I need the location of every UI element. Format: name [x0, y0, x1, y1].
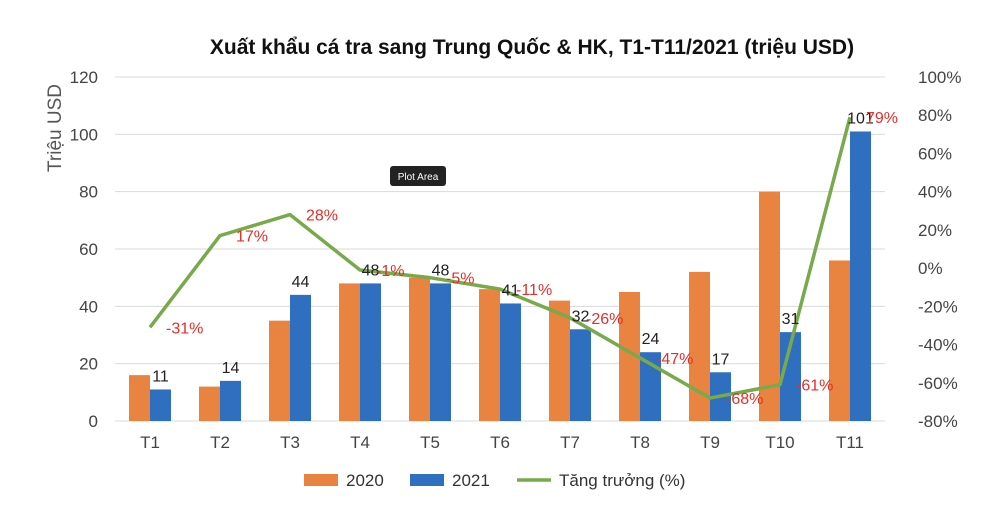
bar-2021-label: 11 — [152, 368, 169, 385]
growth-label: -31% — [166, 320, 203, 337]
x-tick-label: T1 — [140, 433, 160, 452]
bar-2020 — [339, 283, 360, 421]
growth-line — [148, 116, 852, 400]
growth-label: -1% — [376, 263, 404, 280]
legend: 2020 2021 Tăng trưởng (%) — [304, 471, 685, 490]
bar-2021-label: 31 — [782, 311, 800, 328]
x-tick-label: T9 — [700, 433, 720, 452]
x-tick-label: T6 — [490, 433, 510, 452]
bar-2021-label: 41 — [502, 282, 520, 299]
y-tick-label: 100 — [70, 125, 98, 144]
bar-2020 — [759, 191, 780, 421]
bar-2021-label: 101 — [847, 110, 874, 127]
data-labels: 11 14 44 48 48 41 32 24 17 31 101 -31% 17% 28% -1% -5% -… — [152, 110, 898, 408]
bar-2020 — [829, 260, 850, 421]
bar-2020 — [409, 277, 430, 421]
y-tick-label: 80 — [79, 183, 98, 202]
x-tick-label: T3 — [280, 433, 300, 452]
x-tick-label: T4 — [350, 433, 370, 452]
bar-2021 — [360, 283, 381, 421]
bar-2020 — [619, 292, 640, 421]
bar-2021 — [220, 380, 241, 421]
x-tick-label: T5 — [420, 433, 440, 452]
legend-swatch — [410, 474, 444, 486]
legend-label: 2021 — [452, 471, 490, 490]
bar-2020 — [129, 375, 150, 421]
y2-tick-label: -20% — [918, 297, 958, 316]
bar-2021-label: 48 — [432, 262, 450, 279]
bar-2021-label: 48 — [362, 262, 380, 279]
axes: 0 20 40 60 80 100 120 -80% -60% -40% -20% 0% 20% 40% 6… — [70, 68, 962, 452]
bar-2020 — [479, 289, 500, 421]
x-tick-label: T8 — [630, 433, 650, 452]
bar-2021 — [500, 303, 521, 421]
y2-tick-label: -80% — [918, 412, 958, 431]
bar-2021 — [780, 332, 801, 421]
growth-label: 17% — [236, 229, 268, 246]
y-axis-title: Triệu USD — [45, 84, 66, 172]
bar-2021 — [640, 352, 661, 421]
y-tick-label: 120 — [70, 68, 98, 87]
bar-2021 — [430, 283, 451, 421]
y-tick-label: 0 — [89, 412, 98, 431]
y-tick-label: 20 — [79, 355, 98, 374]
growth-label: -5% — [446, 271, 474, 288]
growth-label: -11% — [516, 282, 552, 299]
y2-tick-label: -40% — [918, 336, 958, 355]
bar-2021 — [290, 294, 311, 421]
growth-label: 28% — [306, 208, 338, 225]
y2-tick-label: -60% — [918, 374, 958, 393]
chart-title: Xuất khẩu cá tra sang Trung Quốc & HK, T… — [210, 36, 854, 59]
bar-2021-label: 32 — [572, 308, 590, 325]
x-tick-label: T10 — [765, 433, 794, 452]
y-tick-label: 60 — [79, 240, 98, 259]
bar-2021 — [150, 389, 171, 421]
growth-label: -61% — [796, 378, 833, 395]
growth-label: -68% — [726, 391, 763, 408]
bar-2021-label: 14 — [222, 360, 240, 377]
growth-label: -26% — [586, 311, 623, 328]
x-tick-label: T7 — [560, 433, 580, 452]
y2-tick-label: 20% — [918, 221, 952, 240]
y2-tick-label: 80% — [918, 106, 952, 125]
legend-swatch — [304, 474, 338, 486]
legend-label: Tăng trưởng (%) — [559, 471, 685, 490]
legend-label: 2020 — [346, 471, 384, 490]
bar-2021-label: 24 — [642, 331, 660, 348]
bar-2020 — [269, 320, 290, 421]
y2-tick-label: 60% — [918, 144, 952, 163]
bar-2021-label: 17 — [712, 351, 730, 368]
growth-label: 79% — [866, 110, 898, 127]
growth-label: -47% — [656, 351, 693, 368]
y2-tick-label: 100% — [918, 68, 961, 87]
tooltip-text: Plot Area — [398, 172, 439, 183]
y2-tick-label: 40% — [918, 183, 952, 202]
y-tick-label: 40 — [79, 297, 98, 316]
bar-2020 — [689, 271, 710, 421]
bar-2021 — [570, 329, 591, 421]
x-tick-label: T11 — [836, 433, 864, 452]
bar-2020 — [199, 386, 220, 421]
bars — [129, 131, 871, 421]
growth-polyline — [148, 116, 852, 400]
x-tick-label: T2 — [210, 433, 230, 452]
bar-2021-label: 44 — [292, 274, 310, 291]
bar-2020 — [549, 300, 570, 421]
bar-2021 — [850, 131, 871, 421]
plot-area-tooltip: Plot Area — [390, 166, 446, 186]
y2-tick-label: 0% — [918, 259, 943, 278]
